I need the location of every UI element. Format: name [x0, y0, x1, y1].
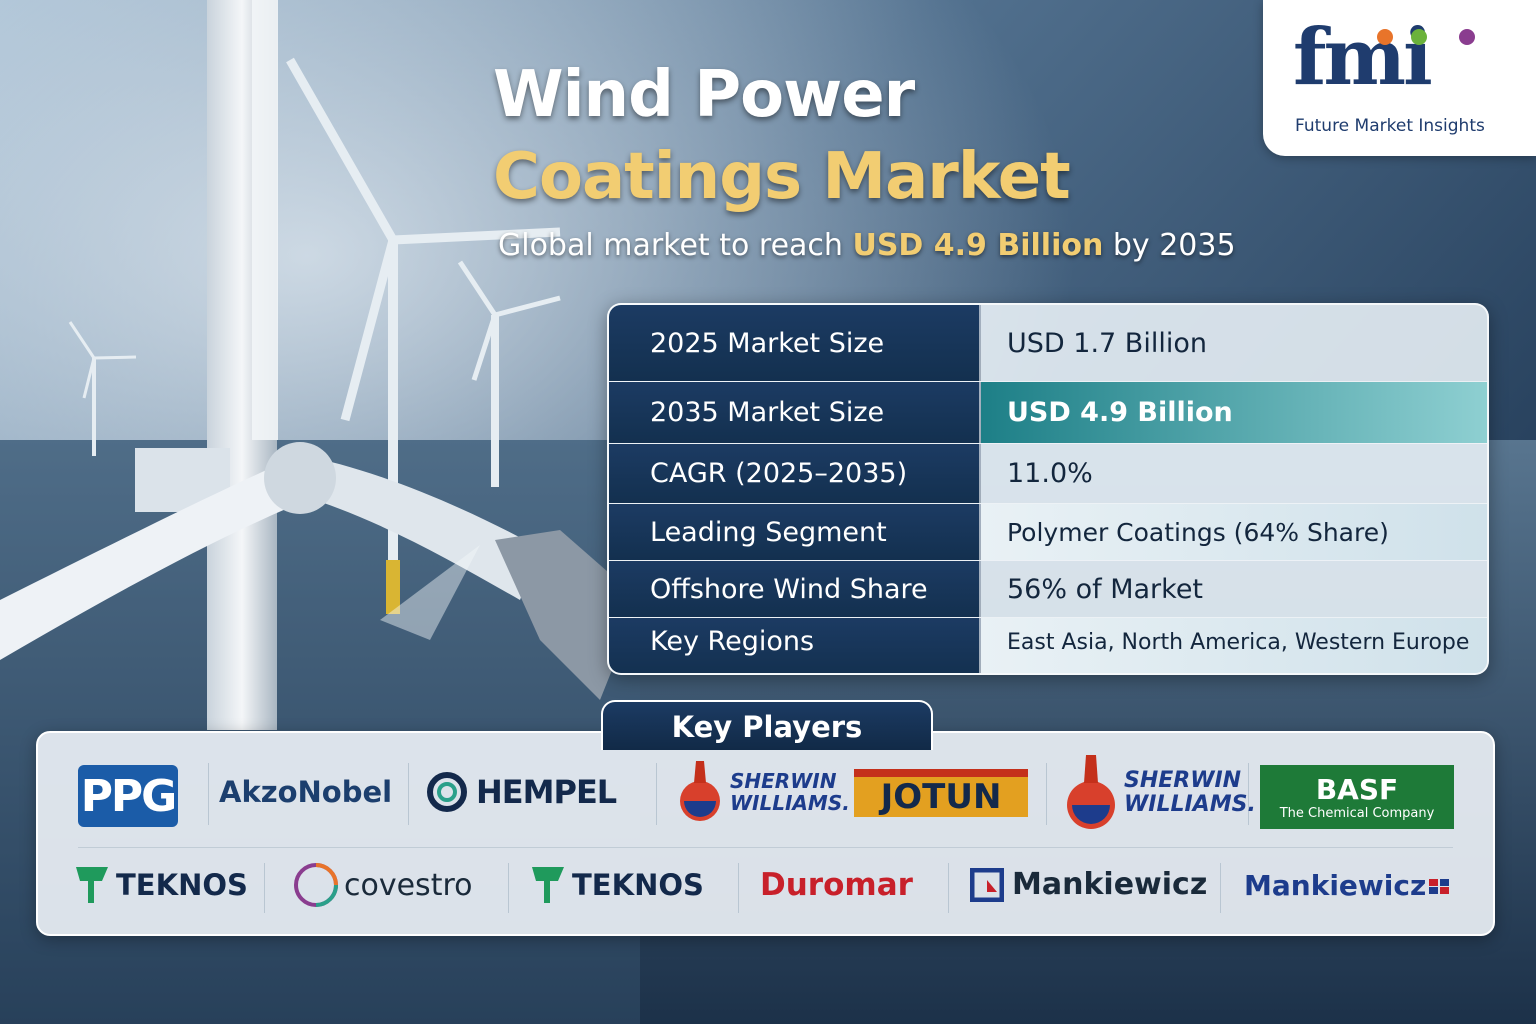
stat-value: East Asia, North America, Western Europe [981, 618, 1487, 673]
logo-dot-purple [1459, 29, 1475, 45]
title-line-2: Coatings Market [493, 140, 1071, 214]
teknos-brush-icon [532, 867, 564, 903]
logo-dot-orange [1377, 29, 1393, 45]
separator [1248, 763, 1249, 825]
paint-globe-icon [680, 761, 720, 821]
ppg-logo-text: PPG [78, 765, 178, 827]
teknos-brush-icon [76, 867, 108, 903]
akzonobel-logo: AkzoNobel [219, 775, 392, 809]
ppg-logo: PPG [78, 765, 178, 827]
teknos-logo-text: TEKNOS [572, 868, 704, 902]
mankiewicz-logo-text: Mankiewicz [1244, 869, 1427, 902]
akzonobel-logo-text: AkzoNobel [219, 775, 393, 809]
sherwin-williams-logo: SHERWIN WILLIAMS. [678, 759, 850, 825]
stat-label: 2035 Market Size [609, 382, 981, 443]
subtitle-highlight: USD 4.9 Billion [852, 228, 1104, 263]
sherwin-williams-text: SHERWIN WILLIAMS. [1124, 768, 1256, 817]
stat-label: 2025 Market Size [609, 305, 981, 381]
separator [508, 863, 509, 913]
players-divider [78, 847, 1453, 848]
stat-row-key-regions: Key Regions East Asia, North America, We… [609, 617, 1487, 673]
stat-label: Offshore Wind Share [609, 561, 981, 617]
separator [264, 863, 265, 913]
subtitle: Global market to reach USD 4.9 Billion b… [498, 228, 1236, 263]
stat-value: Polymer Coatings (64% Share) [981, 504, 1487, 560]
duromar-logo-text: Duromar [760, 867, 913, 903]
market-stats-table: 2025 Market Size USD 1.7 Billion 2035 Ma… [607, 303, 1489, 675]
separator [656, 763, 657, 825]
separator [208, 763, 209, 825]
subtitle-suffix: by 2035 [1112, 228, 1236, 263]
stat-row-2035-size: 2035 Market Size USD 4.9 Billion [609, 381, 1487, 443]
covestro-ring-icon [294, 863, 338, 907]
basf-logo-box: BASF The Chemical Company [1260, 765, 1454, 829]
logo-dot-green [1411, 29, 1427, 45]
mankiewicz-squares-icon [1429, 878, 1450, 894]
stat-value: 11.0% [1007, 458, 1093, 489]
paint-globe-icon [1067, 755, 1115, 829]
separator [738, 863, 739, 913]
key-players-panel: PPG AkzoNobel HEMPEL SHERWIN WILLIAMS. J… [36, 731, 1495, 936]
stat-row-cagr: CAGR (2025–2035) 11.0% [609, 443, 1487, 503]
hempel-ring-icon [427, 772, 467, 812]
stat-row-leading-segment: Leading Segment Polymer Coatings (64% Sh… [609, 503, 1487, 560]
stat-row-2025-size: 2025 Market Size USD 1.7 Billion [609, 305, 1487, 381]
hempel-logo-text: HEMPEL [476, 773, 617, 811]
jotun-logo-text: JOTUN [854, 769, 1028, 817]
mankiewicz-logo: Mankiewicz [970, 867, 1207, 902]
teknos-logo: TEKNOS [74, 863, 248, 907]
sherwin-williams-logo-2: SHERWIN WILLIAMS. [1066, 753, 1256, 833]
key-players-heading: Key Players [601, 700, 933, 750]
fmi-logo-mark: fmi [1293, 12, 1433, 103]
basf-logo: BASF The Chemical Company [1260, 765, 1454, 829]
stat-value: USD 1.7 Billion [1007, 327, 1207, 359]
stat-label: CAGR (2025–2035) [609, 444, 981, 503]
teknos-logo-text: TEKNOS [116, 868, 248, 902]
separator [1046, 763, 1047, 825]
jotun-logo: JOTUN [854, 769, 1028, 817]
stat-value: 56% of Market [1007, 573, 1204, 605]
stat-value: USD 4.9 Billion [981, 382, 1487, 443]
separator [1220, 863, 1221, 913]
fmi-logo: fmi Future Market Insights [1263, 0, 1536, 156]
stat-row-offshore-share: Offshore Wind Share 56% of Market [609, 560, 1487, 617]
mankiewicz-square-icon [970, 867, 1004, 902]
mankiewicz-logo-text: Mankiewicz [1012, 867, 1208, 902]
fmi-logo-name: Future Market Insights [1295, 116, 1485, 136]
subtitle-prefix: Global market to reach [498, 228, 843, 263]
covestro-logo-text: covestro [344, 867, 473, 903]
separator [948, 863, 949, 913]
separator [408, 763, 409, 825]
sherwin-williams-text: SHERWIN WILLIAMS. [730, 769, 850, 815]
stat-label: Leading Segment [609, 504, 981, 560]
basf-tagline: The Chemical Company [1279, 806, 1435, 821]
basf-logo-text: BASF [1315, 773, 1399, 806]
duromar-logo: Duromar [760, 867, 913, 903]
teknos-logo-2: TEKNOS [530, 863, 704, 907]
covestro-logo: covestro [292, 861, 472, 909]
hempel-logo: HEMPEL [426, 771, 617, 813]
stat-label: Key Regions [609, 618, 981, 673]
title-line-1: Wind Power [493, 58, 915, 132]
mankiewicz-logo-2: Mankiewicz [1244, 869, 1452, 902]
